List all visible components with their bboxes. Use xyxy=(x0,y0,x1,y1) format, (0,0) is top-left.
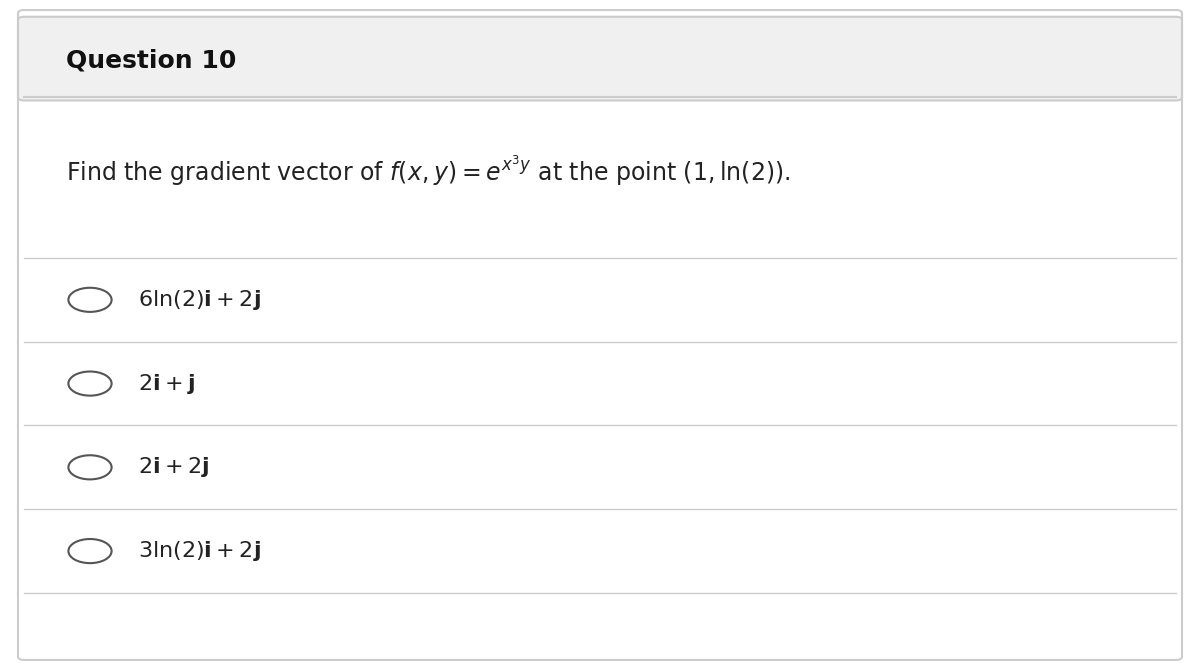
Text: $3\ln(2)\mathbf{i} + 2\mathbf{j}$: $3\ln(2)\mathbf{i} + 2\mathbf{j}$ xyxy=(138,539,260,563)
FancyBboxPatch shape xyxy=(18,10,1182,660)
Text: $2\mathbf{i} + 2\mathbf{j}$: $2\mathbf{i} + 2\mathbf{j}$ xyxy=(138,456,209,479)
Text: $6\ln(2)\mathbf{i} + 2\mathbf{j}$: $6\ln(2)\mathbf{i} + 2\mathbf{j}$ xyxy=(138,288,260,312)
Text: Find the gradient vector of $f(x, y) = e^{x^3 y}$ at the point $(1, \ln(2))$.: Find the gradient vector of $f(x, y) = e… xyxy=(66,153,791,188)
Text: Question 10: Question 10 xyxy=(66,48,236,72)
Text: $2\mathbf{i} + \mathbf{j}$: $2\mathbf{i} + \mathbf{j}$ xyxy=(138,372,194,395)
FancyBboxPatch shape xyxy=(18,17,1182,100)
